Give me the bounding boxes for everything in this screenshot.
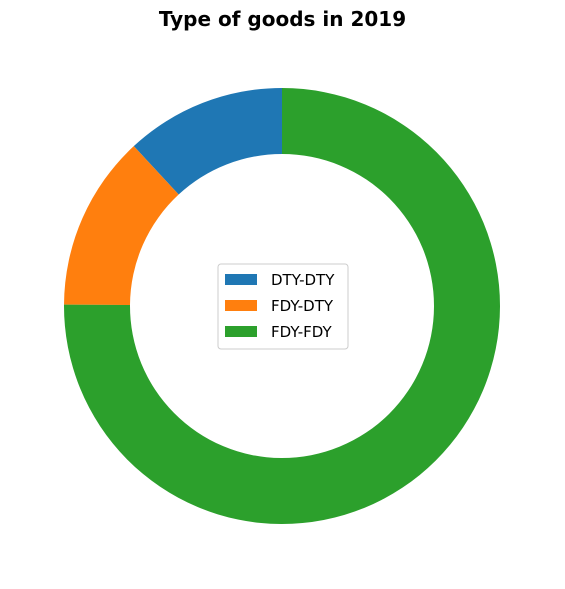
legend-label-fdy-dty: FDY-DTY xyxy=(271,297,334,315)
legend-swatch-dty-dty xyxy=(225,274,257,285)
legend: DTY-DTY FDY-DTY FDY-FDY xyxy=(217,263,349,350)
legend-items: DTY-DTY FDY-DTY FDY-FDY xyxy=(225,271,335,341)
donut-slices xyxy=(64,88,500,524)
legend-swatch-fdy-dty xyxy=(225,300,257,311)
slice-fdy-dty xyxy=(64,146,179,306)
legend-label-dty-dty: DTY-DTY xyxy=(271,271,335,289)
legend-label-fdy-fdy: FDY-FDY xyxy=(271,323,333,341)
chart-title: Type of goods in 2019 xyxy=(158,7,407,31)
slice-fdy-fdy xyxy=(64,88,500,524)
slice-dty-dty xyxy=(133,88,282,195)
legend-swatch-fdy-fdy xyxy=(225,326,257,337)
